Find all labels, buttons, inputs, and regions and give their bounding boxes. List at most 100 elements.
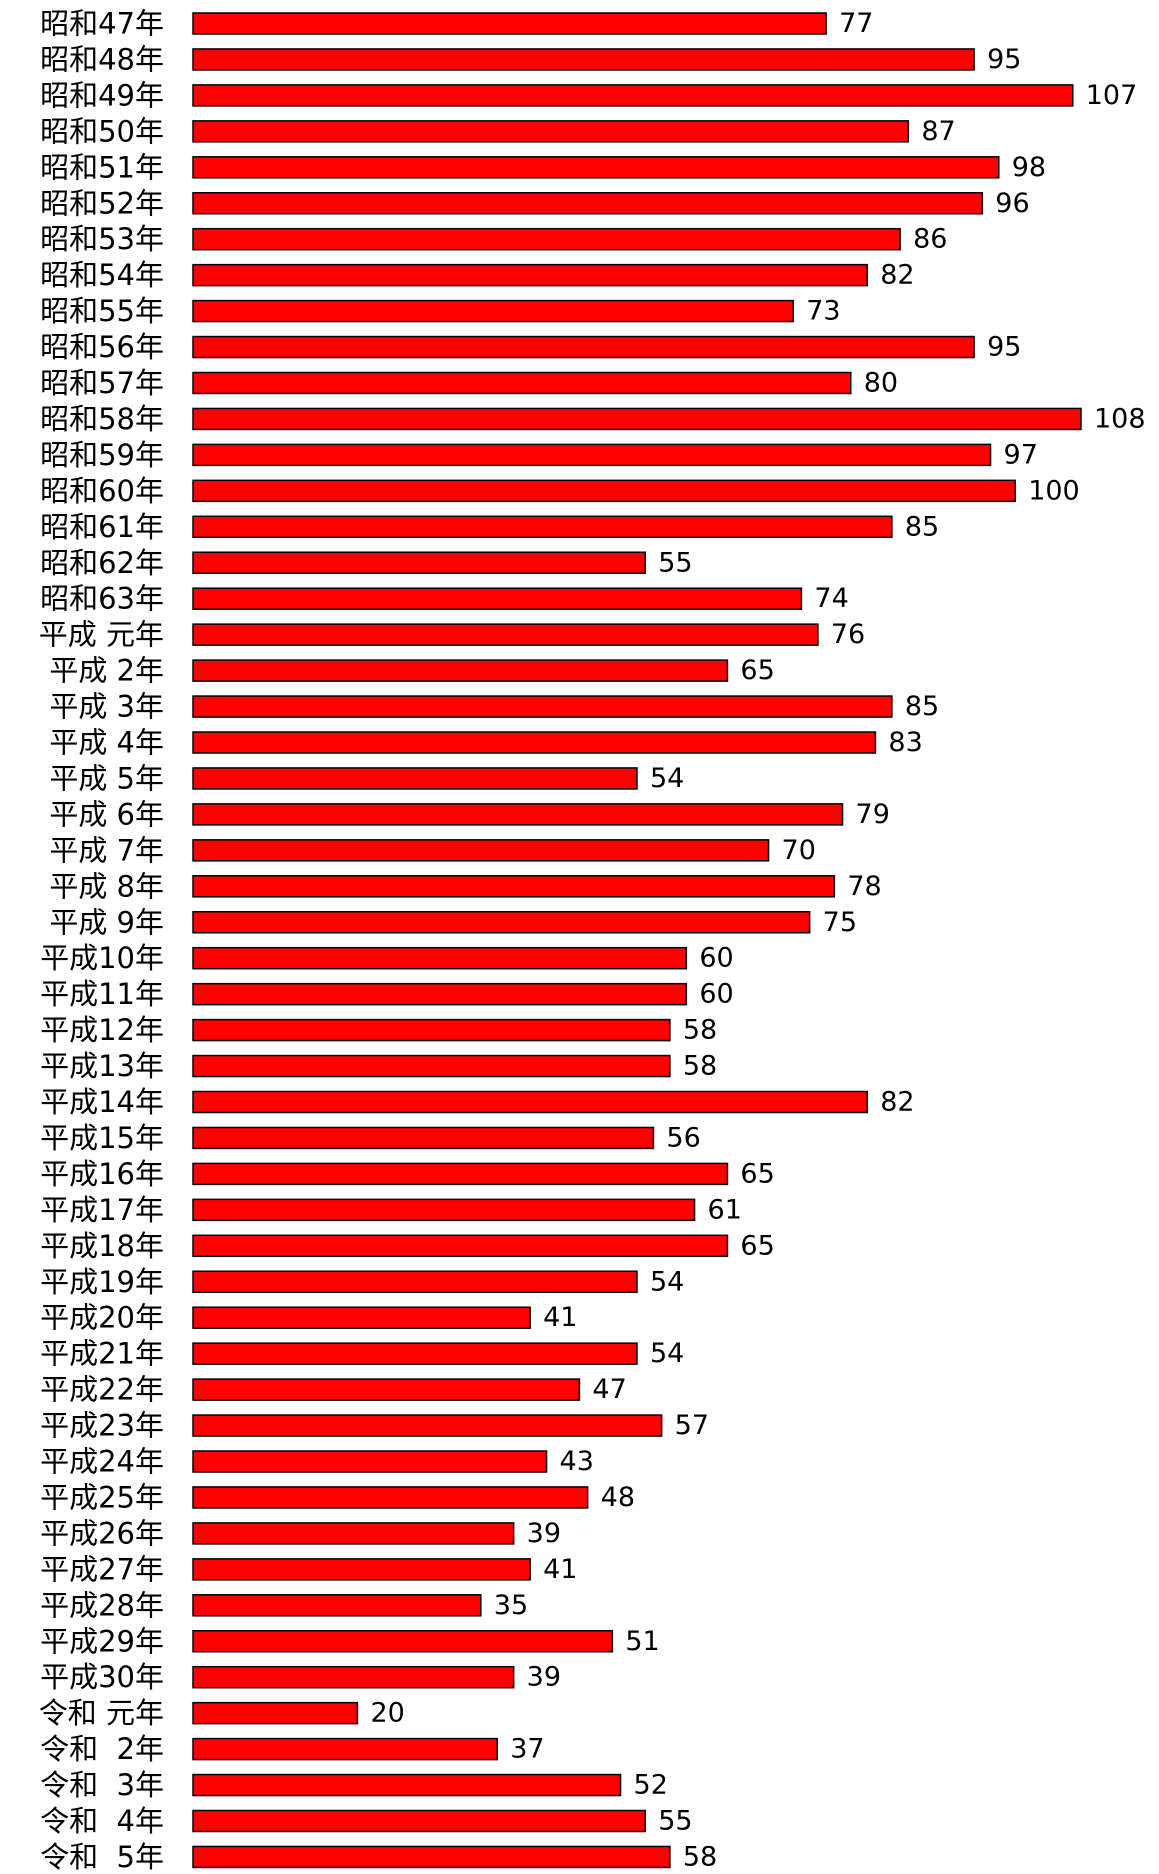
category-label: 昭和54年 bbox=[40, 258, 164, 292]
bar bbox=[192, 479, 1016, 503]
category-label: 昭和51年 bbox=[40, 150, 164, 184]
bar bbox=[192, 1306, 531, 1329]
value-label: 57 bbox=[675, 1410, 709, 1441]
value-label: 58 bbox=[683, 1841, 717, 1872]
category-label: 昭和60年 bbox=[40, 474, 164, 508]
category-label: 平成14年 bbox=[40, 1085, 164, 1119]
value-label: 107 bbox=[1086, 80, 1138, 111]
bar bbox=[192, 1845, 671, 1869]
bar bbox=[192, 335, 975, 359]
bar bbox=[192, 1090, 868, 1114]
category-label: 昭和56年 bbox=[40, 330, 164, 364]
value-label: 41 bbox=[543, 1554, 577, 1585]
value-label: 47 bbox=[592, 1374, 626, 1405]
category-label: 平成29年 bbox=[40, 1624, 164, 1658]
bar bbox=[192, 875, 836, 898]
bar bbox=[192, 1809, 646, 1833]
bar bbox=[192, 120, 910, 143]
category-label: 平成16年 bbox=[40, 1157, 164, 1191]
category-label: 昭和57年 bbox=[40, 366, 164, 400]
bar bbox=[192, 1665, 515, 1689]
category-label: 昭和55年 bbox=[40, 294, 164, 328]
category-label: 平成20年 bbox=[40, 1301, 164, 1335]
value-label: 54 bbox=[650, 1338, 684, 1369]
bar bbox=[192, 1558, 531, 1581]
bar bbox=[192, 1522, 515, 1545]
category-label: 令和 4年 bbox=[40, 1804, 164, 1838]
value-label: 43 bbox=[560, 1446, 594, 1477]
value-label: 60 bbox=[699, 979, 733, 1010]
value-label: 60 bbox=[699, 943, 733, 974]
value-label: 51 bbox=[625, 1626, 659, 1657]
category-label: 平成19年 bbox=[40, 1265, 164, 1299]
category-label: 平成11年 bbox=[40, 977, 164, 1011]
value-label: 86 bbox=[913, 224, 947, 255]
value-label: 55 bbox=[658, 547, 692, 578]
value-label: 108 bbox=[1094, 403, 1146, 434]
bar bbox=[192, 695, 893, 718]
category-label: 平成27年 bbox=[40, 1552, 164, 1586]
category-label: 昭和58年 bbox=[40, 402, 164, 436]
category-label: 平成12年 bbox=[40, 1013, 164, 1047]
bar bbox=[192, 659, 729, 682]
category-label: 昭和62年 bbox=[40, 546, 164, 580]
bar bbox=[192, 767, 638, 790]
value-label: 98 bbox=[1012, 152, 1046, 183]
value-label: 73 bbox=[806, 296, 840, 327]
bar bbox=[192, 1450, 548, 1473]
value-label: 95 bbox=[987, 332, 1021, 363]
value-label: 20 bbox=[370, 1698, 404, 1729]
value-label: 87 bbox=[921, 116, 955, 147]
bar bbox=[192, 1198, 696, 1222]
category-label: 昭和52年 bbox=[40, 186, 164, 220]
category-label: 昭和53年 bbox=[40, 222, 164, 256]
category-label: 平成15年 bbox=[40, 1121, 164, 1155]
category-label: 平成28年 bbox=[40, 1588, 164, 1622]
bar bbox=[192, 192, 984, 215]
value-label: 77 bbox=[839, 8, 873, 39]
bar bbox=[192, 1737, 498, 1761]
bar bbox=[192, 731, 877, 754]
value-label: 35 bbox=[494, 1590, 528, 1621]
value-label: 39 bbox=[527, 1518, 561, 1549]
category-label: 令和 元年 bbox=[39, 1696, 164, 1730]
category-label: 平成 4年 bbox=[49, 726, 164, 760]
category-label: 平成23年 bbox=[40, 1409, 164, 1443]
value-label: 74 bbox=[814, 583, 848, 614]
category-label: 平成21年 bbox=[40, 1337, 164, 1371]
value-label: 82 bbox=[880, 1087, 914, 1118]
bar bbox=[192, 515, 893, 539]
bar bbox=[192, 587, 803, 610]
bar bbox=[192, 407, 1082, 431]
value-label: 97 bbox=[1004, 439, 1038, 470]
value-label: 52 bbox=[634, 1770, 668, 1801]
category-label: 平成 5年 bbox=[49, 761, 164, 795]
bar bbox=[192, 1594, 482, 1617]
value-label: 41 bbox=[543, 1302, 577, 1333]
category-label: 平成 3年 bbox=[49, 690, 164, 724]
category-label: 昭和61年 bbox=[40, 510, 164, 544]
value-label: 78 bbox=[847, 871, 881, 902]
category-label: 昭和47年 bbox=[40, 7, 164, 41]
bar bbox=[192, 299, 794, 323]
bar bbox=[192, 1378, 581, 1401]
bar bbox=[192, 946, 688, 970]
value-label: 61 bbox=[708, 1194, 742, 1225]
category-label: 平成17年 bbox=[40, 1193, 164, 1227]
bar bbox=[192, 1701, 359, 1725]
bar bbox=[192, 443, 992, 467]
bar bbox=[192, 1126, 655, 1150]
bar bbox=[192, 227, 901, 251]
value-label: 100 bbox=[1028, 475, 1080, 506]
category-label: 令和 2年 bbox=[40, 1732, 164, 1766]
category-label: 昭和50年 bbox=[40, 114, 164, 148]
category-label: 令和 3年 bbox=[40, 1768, 164, 1802]
category-label: 平成 6年 bbox=[49, 797, 164, 831]
bar bbox=[192, 371, 852, 395]
value-label: 54 bbox=[650, 763, 684, 794]
bar bbox=[192, 1018, 671, 1042]
value-label: 85 bbox=[905, 511, 939, 542]
value-label: 95 bbox=[987, 44, 1021, 75]
